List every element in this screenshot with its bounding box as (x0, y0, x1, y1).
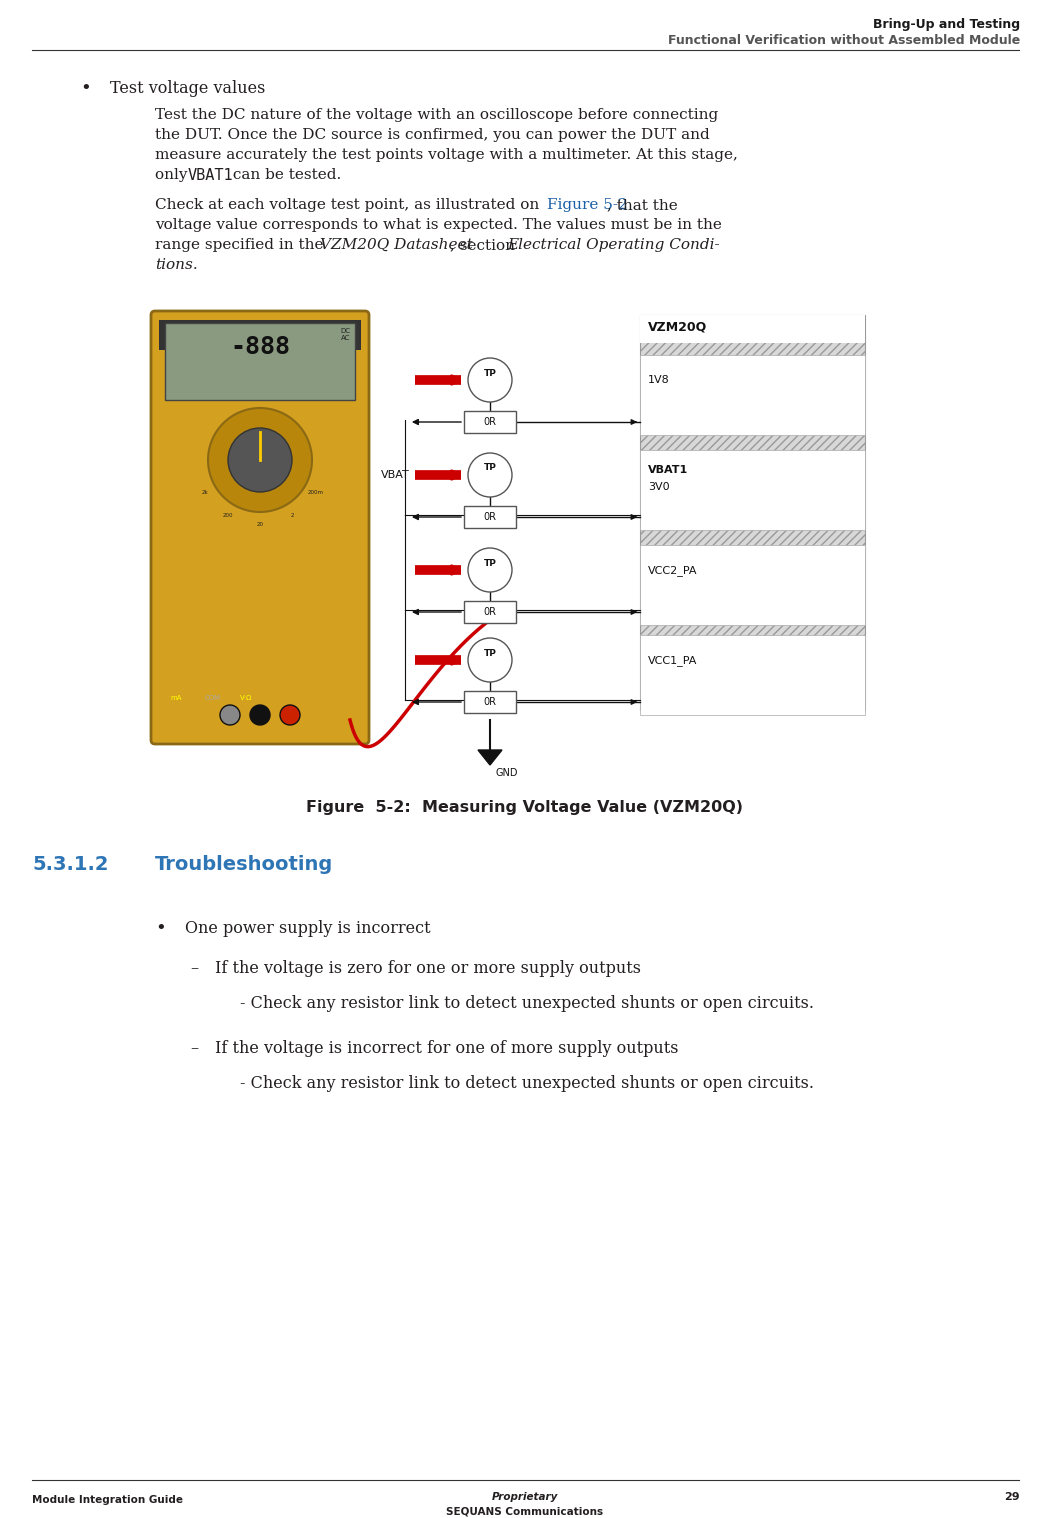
Text: Figure 5-2: Figure 5-2 (547, 197, 627, 213)
Text: 0R: 0R (483, 512, 496, 522)
Text: 5.3.1.2: 5.3.1.2 (32, 855, 108, 874)
Text: Module Integration Guide: Module Integration Guide (32, 1495, 183, 1504)
Text: SEQUANS Communications: SEQUANS Communications (447, 1506, 603, 1516)
Bar (165, 323, 355, 401)
Text: tions.: tions. (154, 258, 198, 272)
Text: VZM20Q Datasheet: VZM20Q Datasheet (320, 238, 473, 252)
Circle shape (250, 704, 270, 726)
Bar (159, 320, 360, 351)
Circle shape (280, 704, 300, 726)
Bar (154, 310, 870, 761)
Bar (640, 545, 865, 625)
Text: Test the DC nature of the voltage with an oscilloscope before connecting: Test the DC nature of the voltage with a… (154, 108, 718, 121)
Circle shape (468, 358, 512, 402)
Text: 29: 29 (1005, 1492, 1021, 1501)
Text: 0R: 0R (483, 697, 496, 707)
Text: DC
AC: DC AC (341, 328, 350, 342)
Text: voltage value corresponds to what is expected. The values must be in the: voltage value corresponds to what is exp… (154, 219, 722, 232)
Text: -888: -888 (230, 335, 290, 358)
Text: –: – (190, 959, 199, 978)
Text: 0R: 0R (483, 607, 496, 616)
Text: , that the: , that the (607, 197, 678, 213)
Bar (463, 691, 516, 713)
Bar (463, 505, 516, 528)
Text: the DUT. Once the DC source is confirmed, you can power the DUT and: the DUT. Once the DC source is confirmed… (154, 128, 709, 143)
Text: 200m: 200m (308, 489, 324, 495)
Circle shape (468, 548, 512, 592)
Text: - Check any resistor link to detect unexpected shunts or open circuits.: - Check any resistor link to detect unex… (240, 994, 815, 1013)
Bar (640, 355, 865, 436)
Text: , section: , section (450, 238, 520, 252)
Text: COM: COM (205, 695, 221, 701)
Text: Check at each voltage test point, as illustrated on: Check at each voltage test point, as ill… (154, 197, 544, 213)
Bar (640, 316, 865, 710)
Text: range specified in the: range specified in the (154, 238, 328, 252)
Bar (640, 316, 865, 343)
Text: Bring-Up and Testing: Bring-Up and Testing (873, 18, 1021, 30)
Circle shape (220, 704, 240, 726)
Text: VCC1_PA: VCC1_PA (648, 654, 698, 666)
Text: can be tested.: can be tested. (228, 168, 342, 182)
Text: 3V0: 3V0 (648, 483, 669, 492)
Text: If the voltage is incorrect for one of more supply outputs: If the voltage is incorrect for one of m… (215, 1040, 679, 1057)
Circle shape (468, 452, 512, 496)
Text: Troubleshooting: Troubleshooting (154, 855, 333, 874)
Text: 0R: 0R (483, 417, 496, 427)
Text: 2k: 2k (201, 489, 208, 495)
Text: VBAT1: VBAT1 (188, 168, 233, 184)
Text: V·Ω: V·Ω (240, 695, 252, 701)
Text: Functional Verification without Assembled Module: Functional Verification without Assemble… (667, 33, 1021, 47)
Text: 200: 200 (223, 513, 233, 518)
Text: TP: TP (483, 559, 496, 568)
Text: Proprietary: Proprietary (492, 1492, 558, 1501)
Text: GND: GND (495, 768, 517, 779)
Polygon shape (478, 750, 502, 765)
Text: Figure  5-2:  Measuring Voltage Value (VZM20Q): Figure 5-2: Measuring Voltage Value (VZM… (307, 800, 743, 815)
Text: VCC2_PA: VCC2_PA (648, 565, 698, 575)
Text: 2: 2 (290, 513, 293, 518)
Circle shape (468, 638, 512, 682)
Bar (640, 449, 865, 530)
Text: only: only (154, 168, 192, 182)
Text: mA: mA (170, 695, 182, 701)
Text: •: • (80, 80, 90, 99)
Text: TP: TP (483, 369, 496, 378)
Bar (640, 635, 865, 715)
Bar (463, 411, 516, 433)
Text: •: • (154, 920, 166, 938)
Text: measure accurately the test points voltage with a multimeter. At this stage,: measure accurately the test points volta… (154, 147, 738, 162)
Circle shape (228, 428, 292, 492)
Text: Electrical Operating Condi-: Electrical Operating Condi- (507, 238, 720, 252)
Text: –: – (190, 1040, 199, 1057)
Text: VZM20Q: VZM20Q (648, 320, 707, 332)
Text: TP: TP (483, 648, 496, 657)
Circle shape (208, 408, 312, 512)
Text: 1V8: 1V8 (648, 375, 669, 386)
Bar (463, 601, 516, 622)
FancyBboxPatch shape (151, 311, 369, 744)
Text: VBAT1: VBAT1 (648, 465, 688, 475)
Text: - Check any resistor link to detect unexpected shunts or open circuits.: - Check any resistor link to detect unex… (240, 1075, 815, 1091)
Text: 20: 20 (256, 522, 264, 527)
Text: TP: TP (483, 463, 496, 472)
Text: Test voltage values: Test voltage values (110, 80, 265, 97)
Text: VBAT: VBAT (382, 471, 410, 480)
Text: If the voltage is zero for one or more supply outputs: If the voltage is zero for one or more s… (215, 959, 641, 978)
Text: One power supply is incorrect: One power supply is incorrect (185, 920, 431, 937)
